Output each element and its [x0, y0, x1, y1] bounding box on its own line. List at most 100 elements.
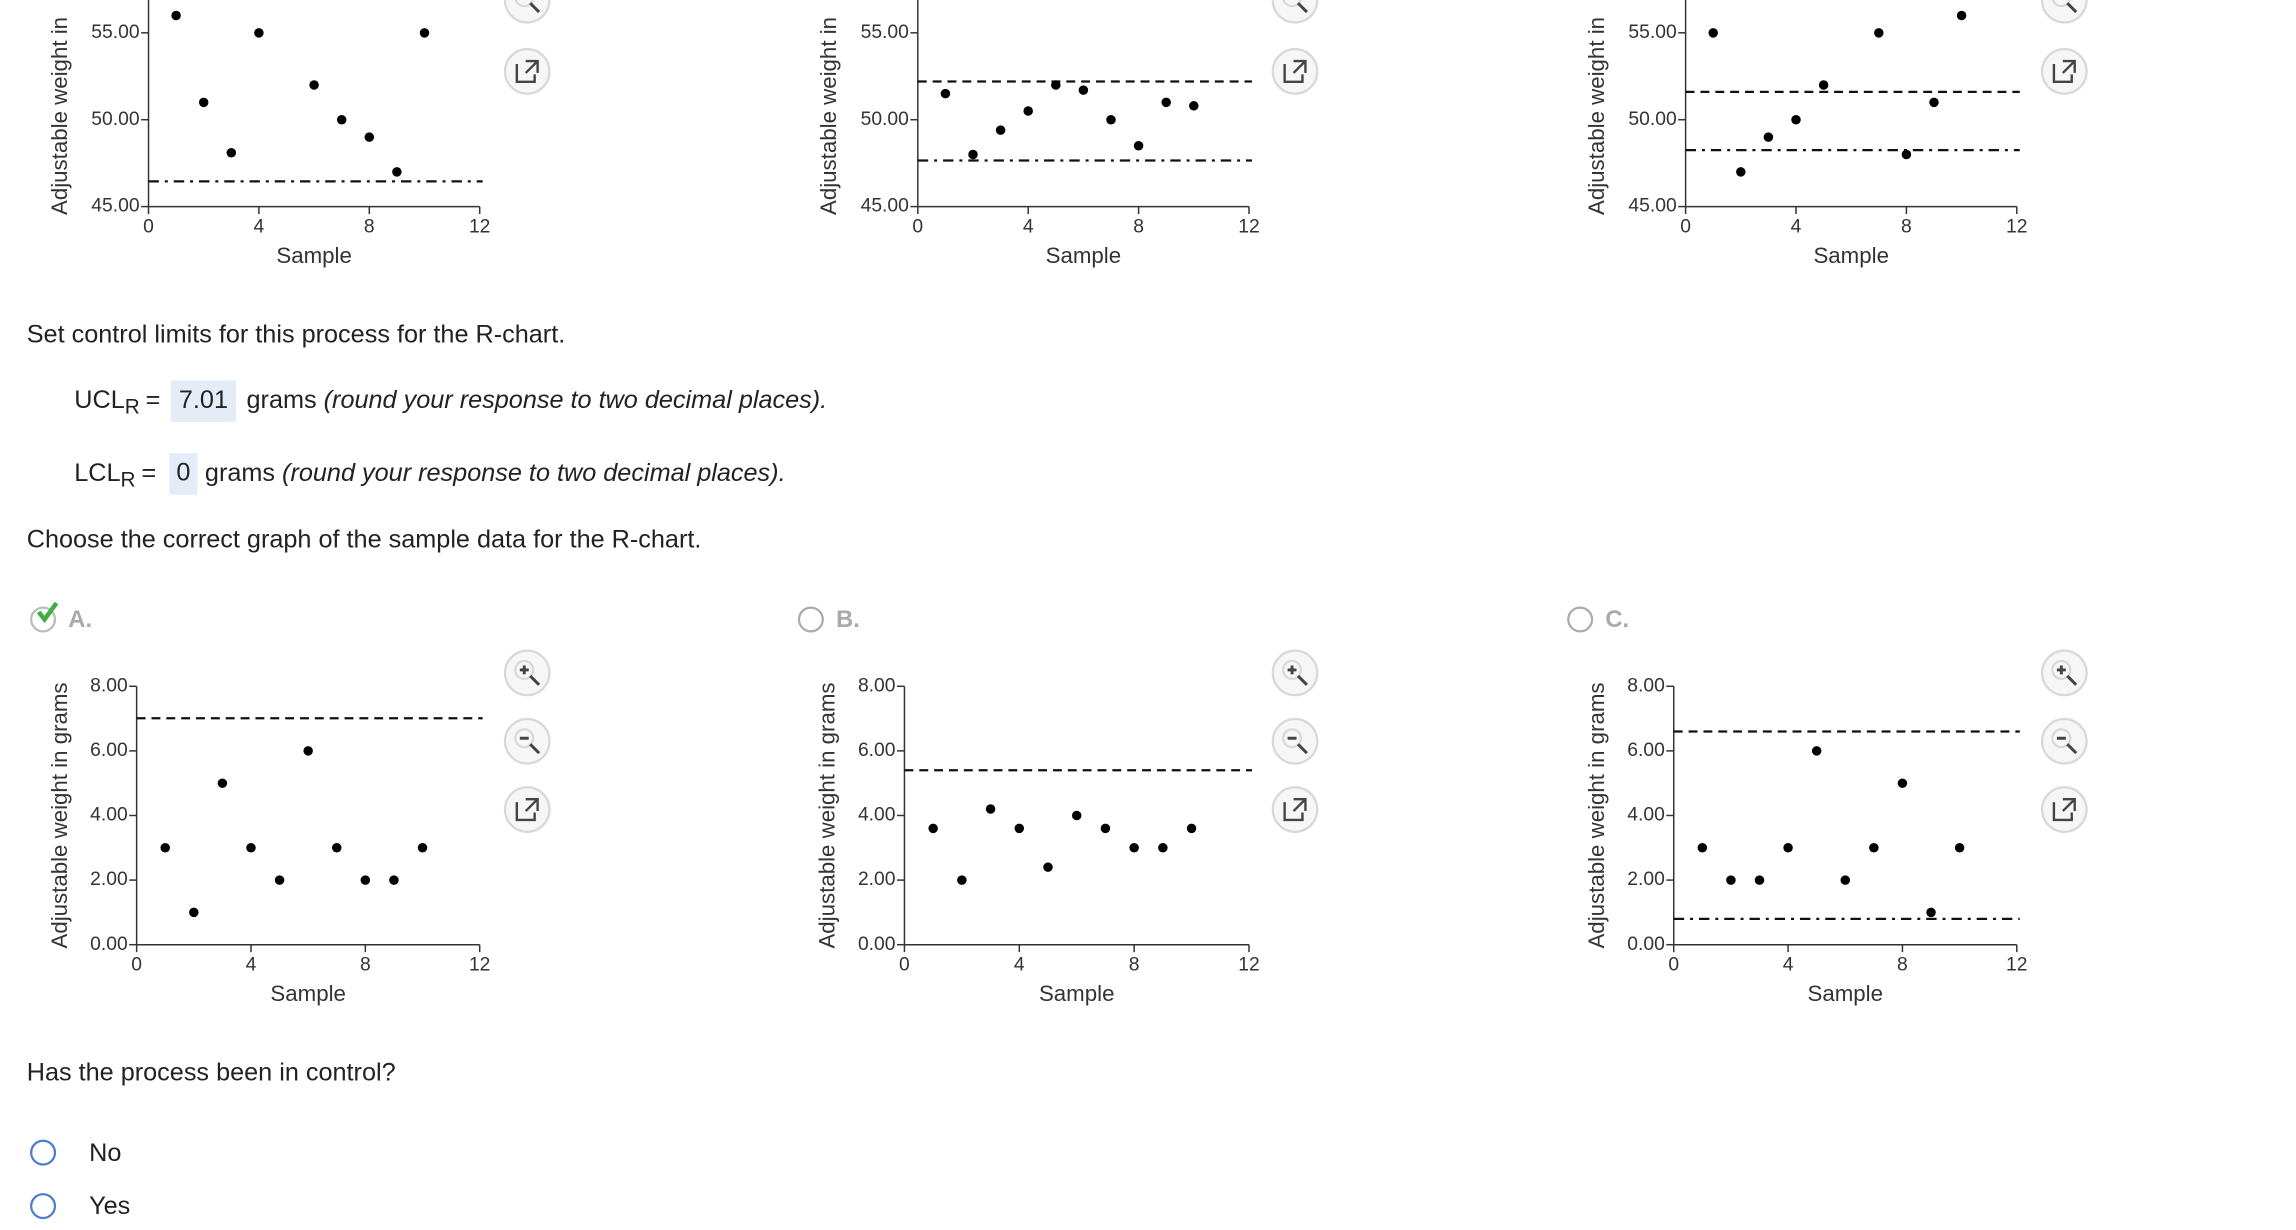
data-point: [957, 875, 967, 885]
answer-box[interactable]: [169, 453, 198, 495]
y-tick-label: 0.00: [1627, 934, 1665, 955]
x-axis-label: Sample: [1808, 981, 1884, 1006]
y-tick-label: 6.00: [90, 740, 128, 761]
data-point: [1874, 28, 1884, 38]
icon-button[interactable]: [503, 786, 551, 833]
data-point: [1051, 80, 1061, 90]
data-point: [1901, 149, 1912, 160]
y-axis-label: Adjustable weight in grams: [815, 682, 840, 948]
x-tick-label: 4: [246, 955, 257, 976]
y-tick-label: 50.00: [91, 109, 139, 130]
data-point: [1129, 843, 1139, 853]
data-point: [1840, 875, 1851, 885]
data-point: [1763, 132, 1774, 142]
icon-button[interactable]: [503, 649, 551, 697]
data-point: [1014, 823, 1025, 834]
radio[interactable]: [1567, 606, 1594, 633]
answer-box[interactable]: [170, 380, 237, 422]
y-tick-label: 50.00: [861, 109, 909, 130]
icon-glyph: [514, 0, 534, 8]
icon-button[interactable]: [2040, 717, 2088, 765]
equals: =: [142, 459, 157, 487]
icon-glyph: [1282, 0, 1302, 8]
x-tick-label: 4: [1014, 955, 1025, 976]
icon-button[interactable]: [503, 0, 551, 24]
icon-button[interactable]: [1271, 48, 1319, 95]
data-point: [171, 10, 181, 21]
x-tick-label: 8: [360, 955, 371, 976]
data-point: [198, 97, 209, 108]
data-point: [1811, 746, 1822, 756]
option-label[interactable]: No: [89, 1139, 121, 1167]
data-point: [1818, 80, 1829, 90]
x-tick-label: 12: [2006, 216, 2027, 237]
y-tick-label: 4.00: [858, 805, 896, 826]
option-letter[interactable]: B.: [836, 606, 860, 633]
x-tick-label: 12: [469, 955, 490, 976]
x-tick-label: 4: [254, 216, 265, 237]
option-label[interactable]: Yes: [89, 1192, 130, 1220]
data-point: [1754, 875, 1765, 885]
icon-glyph: [1283, 59, 1307, 84]
ucl-sub: R: [125, 396, 140, 419]
lcl-label: LCL: [74, 459, 120, 487]
data-point: [1133, 141, 1144, 151]
icon-circle: [2040, 0, 2088, 24]
data-point: [254, 28, 264, 38]
x-tick-label: 0: [899, 955, 910, 976]
icon-circle: [503, 0, 551, 24]
x-tick-label: 8: [1901, 216, 1912, 237]
radio[interactable]: [30, 1139, 57, 1166]
x-tick-label: 12: [2006, 955, 2027, 976]
y-tick-label: 55.00: [861, 22, 909, 43]
data-point: [303, 746, 313, 756]
icon-button[interactable]: [2040, 0, 2088, 24]
y-tick-label: 0.00: [90, 934, 128, 955]
data-point: [417, 843, 428, 853]
radio[interactable]: [30, 1193, 57, 1220]
data-point: [392, 167, 402, 177]
data-point: [246, 843, 256, 853]
option-letter[interactable]: C.: [1605, 606, 1629, 633]
data-point: [274, 875, 285, 885]
icon-glyph: [519, 665, 541, 686]
icon-button[interactable]: [1271, 649, 1319, 697]
y-tick-label: 8.00: [858, 675, 896, 696]
data-point: [995, 125, 1006, 135]
option-letter[interactable]: A.: [68, 606, 92, 633]
icon-button[interactable]: [503, 48, 551, 95]
data-point: [1726, 875, 1736, 885]
data-point: [1158, 843, 1168, 853]
question: Set control limits for this process for …: [27, 320, 566, 348]
note: (round your response to two decimal plac…: [324, 386, 828, 414]
data-point: [1783, 843, 1793, 853]
data-point: [968, 149, 978, 160]
x-axis-label: Sample: [1813, 243, 1889, 268]
unit-line: grams (round your response to two decima…: [247, 386, 828, 414]
icon-button[interactable]: [2040, 48, 2088, 95]
icon-glyph: [1287, 665, 1308, 686]
data-point: [160, 843, 170, 853]
icon-button[interactable]: [1271, 786, 1319, 833]
y-tick-label: 8.00: [1627, 675, 1665, 696]
x-tick-label: 8: [1133, 216, 1144, 237]
data-point: [1697, 843, 1708, 853]
icon-button[interactable]: [503, 717, 551, 765]
ucl-line: UCLR =: [74, 386, 160, 419]
icon-glyph: [2051, 0, 2071, 8]
note: (round your response to two decimal plac…: [282, 459, 786, 487]
data-point: [1189, 101, 1199, 111]
answer: 0: [176, 459, 190, 487]
radio[interactable]: [797, 606, 824, 633]
icon-button[interactable]: [1271, 0, 1319, 24]
x-tick-label: 12: [1238, 216, 1259, 237]
data-point: [226, 147, 237, 158]
data-point: [336, 114, 347, 125]
data-point: [940, 88, 951, 99]
y-tick-label: 6.00: [858, 740, 896, 761]
icon-button[interactable]: [2040, 649, 2088, 697]
y-tick-label: 45.00: [861, 196, 909, 217]
x-tick-label: 0: [1680, 216, 1691, 237]
icon-button[interactable]: [2040, 786, 2088, 833]
icon-button[interactable]: [1271, 717, 1319, 765]
